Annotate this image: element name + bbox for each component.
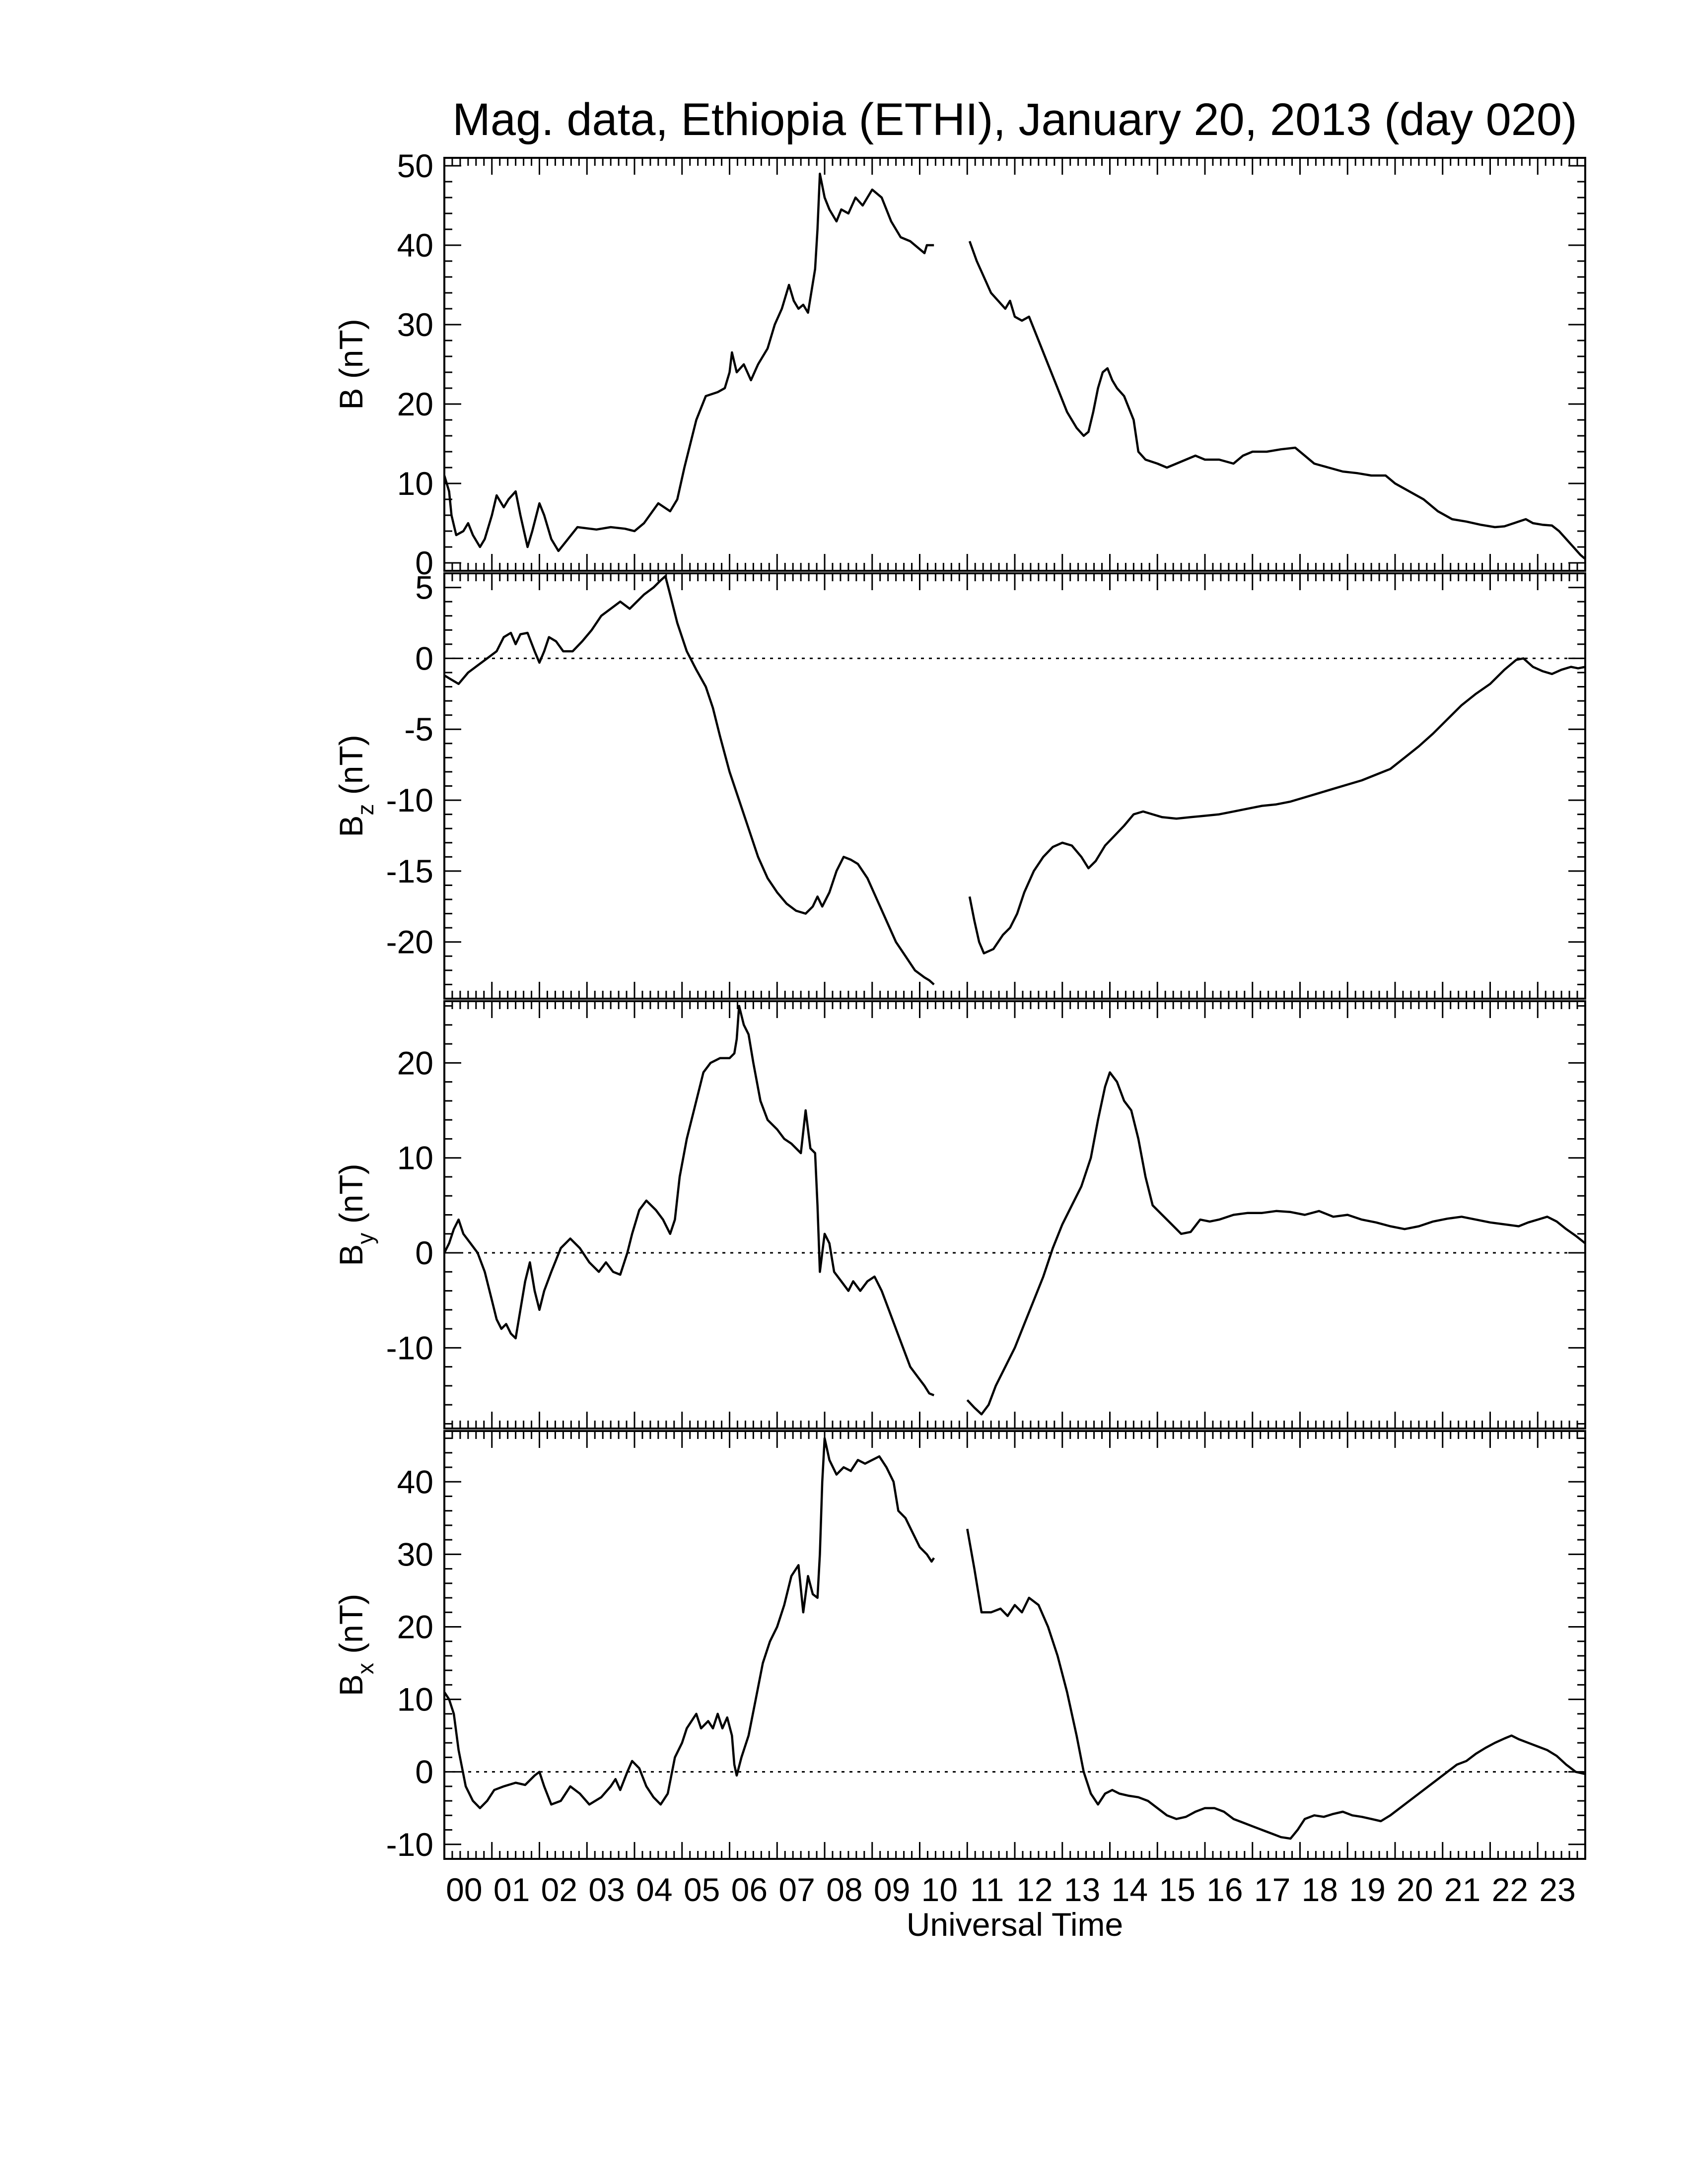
x-tick-label: 02	[541, 1871, 577, 1908]
y-axis-label-Bx: Bx (nT)	[333, 1594, 378, 1696]
y-axis-label-B: B (nT)	[333, 319, 369, 410]
panel-B: 0 10 20 30 40 50 B (nT)	[333, 147, 1586, 581]
y-axis-label-sub: x	[352, 1663, 378, 1674]
y-tick-label: 10	[397, 1681, 433, 1718]
x-tick-label: 09	[874, 1871, 910, 1908]
y-tick-label: -10	[386, 1329, 433, 1366]
y-tick-label: 10	[397, 465, 433, 502]
series-line-B-segment-2	[968, 241, 1586, 560]
y-axis-label-main: B	[333, 1674, 369, 1696]
x-tick-label: 19	[1349, 1871, 1385, 1908]
y-tick-label: 0	[415, 640, 433, 677]
y-tick-label: -5	[404, 711, 433, 748]
y-axis-label-main: B	[333, 816, 369, 837]
chart-title: Mag. data, Ethiopia (ETHI), January 20, …	[452, 94, 1577, 145]
y-axis-label-main: B	[333, 1244, 369, 1266]
x-tick-label: 10	[921, 1871, 958, 1908]
x-tick-label: 18	[1302, 1871, 1338, 1908]
series-line-By-segment-2	[966, 1071, 1586, 1416]
x-tick-label: 07	[778, 1871, 815, 1908]
y-tick-label: 0	[415, 1234, 433, 1271]
series-line-Bx-segment-1	[443, 1437, 935, 1809]
y-tick-label: 30	[397, 1536, 433, 1572]
panel-By: -10 0 10 20 By (nT)	[333, 1000, 1586, 1430]
y-axis-label-main: B	[333, 388, 369, 410]
y-tick-label: -10	[386, 1826, 433, 1863]
x-tick-label: 08	[826, 1871, 862, 1908]
x-tick-label: 03	[588, 1871, 625, 1908]
x-tick-label: 14	[1112, 1871, 1148, 1908]
panel-frame-By	[443, 1000, 1586, 1430]
x-tick-label: 22	[1492, 1871, 1528, 1908]
x-tick-label: 05	[684, 1871, 720, 1908]
y-tick-label: 40	[397, 1463, 433, 1500]
y-axis-label-sub: z	[352, 804, 378, 816]
y-tick-label: 5	[415, 569, 433, 606]
panel-Bz: -20 -15 -10 -5 0 5 Bz (nT)	[333, 569, 1586, 1000]
x-tick-label: 23	[1539, 1871, 1575, 1908]
x-tick-label: 06	[731, 1871, 768, 1908]
y-tick-label: 30	[397, 306, 433, 343]
x-tick-labels: 00 01 02 03 04 05 06 07 08 09 10 11 12 13 14 15 16 17 18 19…	[446, 1871, 1576, 1908]
series-line-Bz-segment-2	[968, 657, 1586, 955]
x-axis-label: Universal Time	[907, 1906, 1123, 1943]
y-axis-label-unit: (nT)	[333, 735, 369, 804]
y-tick-label: 10	[397, 1140, 433, 1176]
y-tick-label: 50	[397, 147, 433, 184]
y-tick-label: -20	[386, 924, 433, 960]
x-tick-label: 20	[1397, 1871, 1433, 1908]
x-tick-label: 12	[1016, 1871, 1053, 1908]
series-line-Bz-segment-1	[443, 575, 935, 986]
y-tick-label: 20	[397, 1608, 433, 1645]
y-tick-label: 40	[397, 227, 433, 264]
y-tick-label: 0	[415, 1754, 433, 1790]
panel-frame-Bz	[443, 572, 1586, 1000]
panel-Bx: -10 0 10 20 30 40 Bx (nT)	[333, 1430, 1586, 1863]
x-tick-label: 04	[636, 1871, 672, 1908]
x-tick-label: 01	[493, 1871, 530, 1908]
y-axis-label-By: By (nT)	[333, 1163, 378, 1266]
y-axis-label-unit: (nT)	[333, 319, 369, 388]
series-line-Bx-segment-2	[966, 1528, 1586, 1840]
y-axis-label-unit: (nT)	[333, 1163, 369, 1232]
series-line-By-segment-1	[443, 1005, 935, 1397]
series-line-B-segment-1	[443, 172, 934, 552]
x-tick-label: 21	[1444, 1871, 1480, 1908]
x-tick-label: 17	[1254, 1871, 1290, 1908]
x-tick-label: 00	[446, 1871, 482, 1908]
y-tick-label: 0	[415, 545, 433, 581]
y-tick-label: -10	[386, 782, 433, 819]
panel-frame-B	[443, 157, 1586, 572]
x-tick-label: 15	[1159, 1871, 1195, 1908]
y-axis-label-Bz: Bz (nT)	[333, 735, 378, 837]
x-tick-label: 16	[1206, 1871, 1243, 1908]
x-tick-label: 11	[970, 1871, 1004, 1908]
panel-frame-Bx	[443, 1430, 1586, 1860]
y-axis-label-sub: y	[352, 1233, 378, 1244]
y-tick-label: -15	[386, 853, 433, 889]
y-tick-label: 20	[397, 386, 433, 422]
y-axis-label-unit: (nT)	[333, 1594, 369, 1663]
x-tick-label: 13	[1064, 1871, 1100, 1908]
y-tick-label: 20	[397, 1044, 433, 1081]
